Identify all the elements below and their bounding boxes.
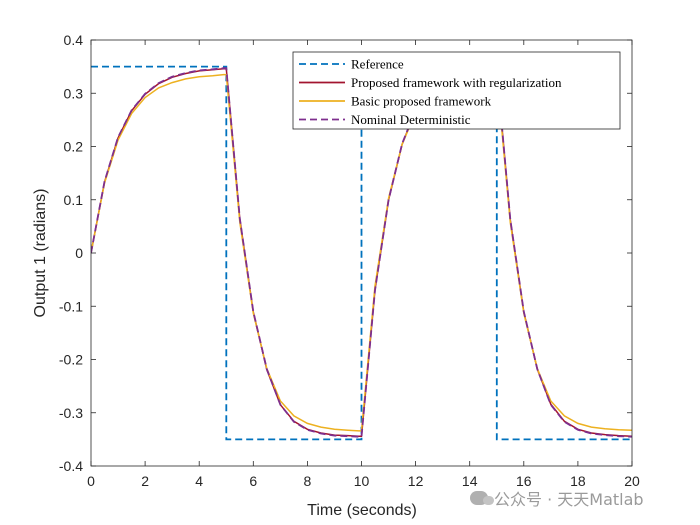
x-tick-label: 14: [462, 473, 478, 489]
x-tick-label: 20: [624, 473, 640, 489]
x-tick-label: 8: [304, 473, 312, 489]
y-tick-label: -0.1: [59, 298, 83, 314]
legend: Reference Proposed framework with regular…: [292, 51, 621, 130]
legend-label-1: Reference: [351, 57, 404, 72]
legend-box: [292, 51, 621, 130]
x-tick-label: 0: [87, 473, 95, 489]
x-tick-label: 12: [408, 473, 424, 489]
series-line-4: [91, 67, 632, 438]
y-tick-label: 0.3: [64, 85, 84, 101]
legend-label-2: Proposed framework with regularization: [351, 75, 562, 90]
y-tick-label: 0.2: [64, 139, 84, 155]
series-line-1: [91, 65, 632, 441]
y-tick-label: -0.2: [59, 352, 83, 368]
legend-label-4: Nominal Deterministic: [351, 112, 471, 127]
y-tick-label: 0: [75, 245, 83, 261]
x-tick-label: 6: [249, 473, 257, 489]
x-tick-label: 18: [570, 473, 586, 489]
x-tick-label: 2: [141, 473, 149, 489]
x-axis-label: Time (seconds): [307, 502, 417, 519]
watermark-text: 公众号 · 天天Matlab: [494, 490, 644, 509]
x-tick-label: 10: [354, 473, 370, 489]
watermark: 公众号 · 天天Matlab: [470, 486, 644, 510]
y-tick-label: -0.4: [59, 458, 83, 474]
legend-label-3: Basic proposed framework: [351, 94, 492, 109]
y-tick-label: 0.1: [64, 192, 84, 208]
wechat-icon: [470, 491, 494, 505]
x-tick-label: 16: [516, 473, 532, 489]
y-axis-label: Output 1 (radians): [32, 189, 49, 318]
y-tick-label: -0.3: [59, 405, 83, 421]
y-tick-label: 0.4: [64, 32, 84, 48]
x-tick-label: 4: [195, 473, 203, 489]
